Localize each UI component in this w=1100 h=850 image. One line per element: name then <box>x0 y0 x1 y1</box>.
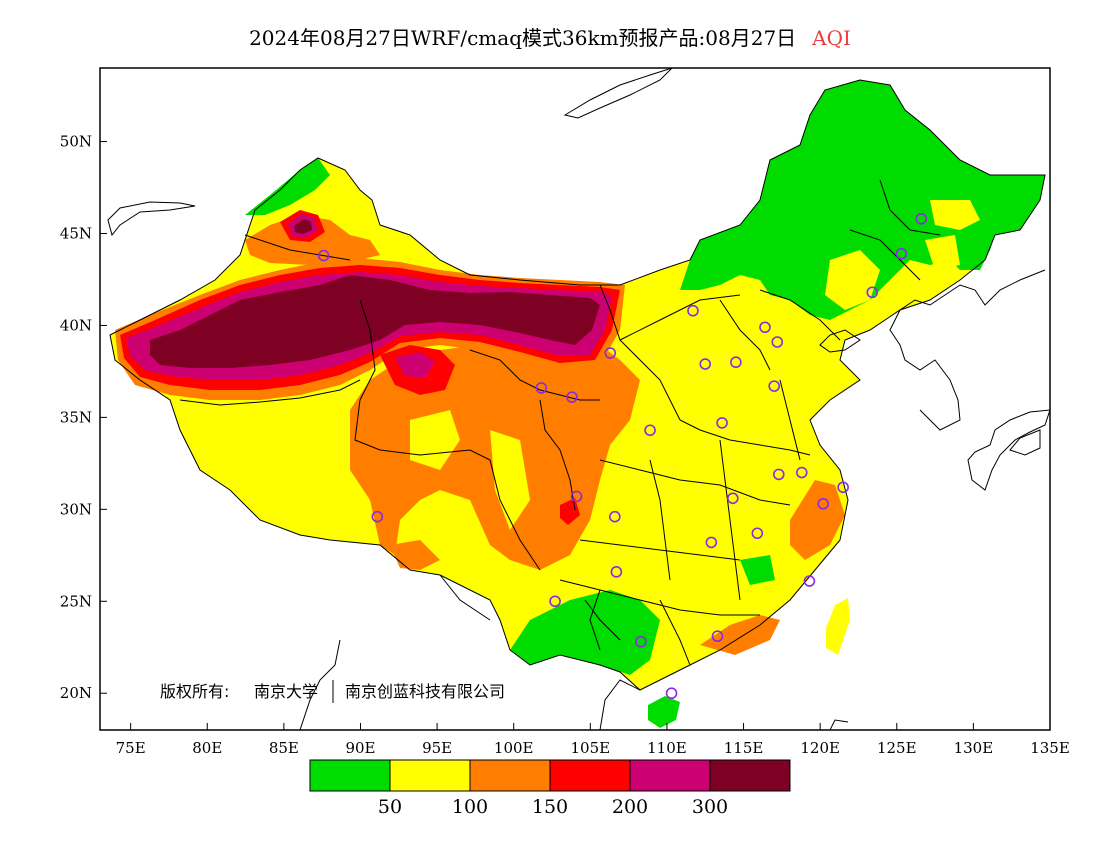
lon-tick-label: 75E <box>116 739 146 757</box>
lat-tick-label: 50N <box>60 133 92 151</box>
station-marker <box>604 347 617 359</box>
lon-tick-label: 90E <box>345 739 375 757</box>
station-marker <box>772 468 785 481</box>
legend-label: 50 <box>378 796 402 818</box>
plot-frame <box>99 67 1051 731</box>
station-marker <box>610 566 623 578</box>
region-guangxi-green <box>510 590 660 675</box>
station-marker <box>771 336 784 348</box>
region-ne-yellow-1 <box>825 250 880 310</box>
region-hainan-green <box>648 696 680 728</box>
lon-tick-label: 120E <box>800 739 840 757</box>
region-coast-orange <box>790 480 845 560</box>
lon-tick-label: 95E <box>422 739 452 757</box>
lon-tick-label: 125E <box>877 739 917 757</box>
station-marker <box>699 358 712 370</box>
lon-tick-label: 105E <box>571 739 611 757</box>
station-marker <box>549 595 561 608</box>
station-marker <box>570 490 583 503</box>
region-south-tibet-orange <box>390 540 440 570</box>
latitude-axis: 20N 25N 30N 35N 40N 45N 50N <box>60 133 107 702</box>
region-dzungaria-darkred <box>294 219 312 234</box>
station-marker <box>716 417 728 429</box>
station-marker <box>768 380 780 392</box>
legend-swatch <box>709 759 791 792</box>
title-text: 2024年08月27日WRF/cmaq模式36km预报产品:08月27日 <box>249 26 797 50</box>
lon-tick-label: 100E <box>494 739 534 757</box>
monitoring-stations <box>317 212 928 700</box>
station-marker <box>730 356 742 369</box>
region-qaidam-magenta <box>395 352 435 378</box>
map-title: 2024年08月27日WRF/cmaq模式36km预报产品:08月27日 AQI <box>0 22 1100 51</box>
lat-tick-label: 45N <box>60 225 92 243</box>
station-marker <box>317 249 330 262</box>
station-marker <box>665 687 678 700</box>
legend-swatch <box>389 759 471 792</box>
lon-tick-label: 115E <box>724 739 764 757</box>
region-sichuan-red <box>560 498 580 525</box>
station-marker <box>759 321 771 334</box>
station-marker <box>535 382 548 394</box>
station-marker <box>711 630 724 643</box>
lat-tick-label: 30N <box>60 500 92 518</box>
title-variable: AQI <box>812 26 851 50</box>
station-marker <box>705 536 718 549</box>
station-marker <box>751 527 764 540</box>
legend-label: 200 <box>612 796 648 818</box>
station-marker <box>895 247 908 260</box>
station-marker <box>644 424 656 437</box>
copyright-prefix: 版权所有: <box>160 682 229 701</box>
station-marker <box>727 492 739 505</box>
station-marker <box>795 466 808 479</box>
copyright-org-chuanglan: 南京创蓝科技有限公司 <box>345 682 505 701</box>
station-marker <box>915 212 928 225</box>
station-marker <box>866 286 879 299</box>
legend-swatch <box>549 759 631 792</box>
legend-swatch <box>469 759 551 792</box>
station-marker <box>803 575 816 587</box>
station-marker <box>837 481 849 494</box>
lon-tick-label: 110E <box>647 739 687 757</box>
copyright-org-nju: 南京大学 <box>254 682 318 701</box>
lon-tick-label: 130E <box>954 739 994 757</box>
lon-tick-label: 80E <box>192 739 222 757</box>
legend-swatch <box>309 759 391 792</box>
station-marker <box>371 510 384 523</box>
station-marker <box>566 391 578 403</box>
lat-tick-label: 35N <box>60 408 92 426</box>
lat-tick-label: 25N <box>60 592 92 610</box>
region-taiwan-yellow <box>826 598 850 655</box>
region-ne-yellow-2 <box>930 200 980 230</box>
station-marker <box>687 304 699 317</box>
station-marker <box>817 498 830 510</box>
station-marker <box>609 510 621 523</box>
station-marker <box>635 635 647 648</box>
legend-label: 150 <box>532 796 568 818</box>
longitude-axis: 75E 80E 85E 90E 95E 100E 105E 110E 115E 120E 125E 1… <box>116 723 1070 757</box>
lat-tick-label: 20N <box>60 684 92 702</box>
region-tarim-darkred <box>150 275 600 368</box>
lat-tick-label: 40N <box>60 316 92 334</box>
coastlines <box>107 68 1050 730</box>
copyright-notice: 版权所有: 南京大学 南京创蓝科技有限公司 <box>160 680 505 703</box>
lon-tick-label: 85E <box>269 739 299 757</box>
legend-swatch <box>629 759 711 792</box>
region-plateau-yellow-2 <box>490 430 530 530</box>
legend-label: 300 <box>692 796 728 818</box>
province-borders <box>109 79 1046 691</box>
aqi-legend: 50 100 150 200 300 <box>309 759 791 818</box>
region-ne-yellow-3 <box>925 235 960 270</box>
legend-label: 100 <box>452 796 488 818</box>
lon-tick-label: 135E <box>1030 739 1070 757</box>
region-jiangxi-green <box>740 555 775 585</box>
